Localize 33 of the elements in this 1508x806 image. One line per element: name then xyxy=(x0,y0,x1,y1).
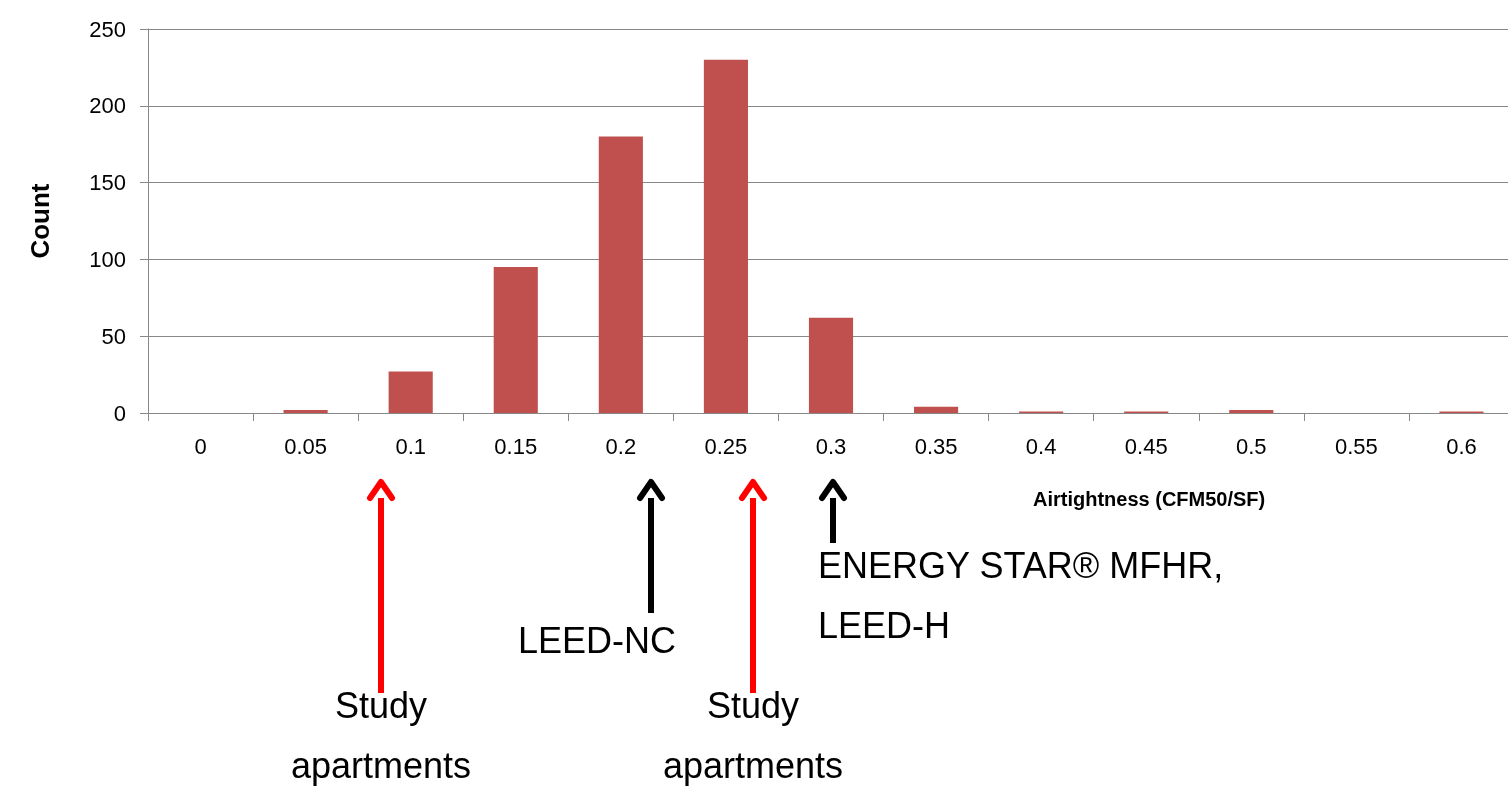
x-tick-label: 0.45 xyxy=(1124,433,1168,459)
bar xyxy=(283,409,328,413)
x-tick-label: 0.05 xyxy=(284,433,328,459)
y-tick-label: 200 xyxy=(89,93,126,119)
x-axis-title: Airtightness (CFM50/SF) xyxy=(1033,488,1266,511)
y-axis-title: Count xyxy=(25,183,55,259)
text: LEED-NC xyxy=(517,620,676,661)
y-tick-label: 150 xyxy=(89,170,126,196)
y-tick-label: 100 xyxy=(89,246,126,272)
bar xyxy=(493,267,538,413)
bar xyxy=(1229,409,1274,413)
x-tick-label: 0.15 xyxy=(494,433,538,459)
y-tick-label: 250 xyxy=(89,16,126,42)
x-tick-label: 0.4 xyxy=(1025,433,1057,459)
x-tick-label: 0.6 xyxy=(1446,433,1477,459)
x-tick-label: 0.35 xyxy=(914,433,958,459)
bar xyxy=(914,406,959,413)
y-tick-label: 0 xyxy=(113,400,126,426)
text: ENERGY STAR® MFHR, LEED-H xyxy=(818,545,1224,646)
x-tick-label: 0.3 xyxy=(815,433,847,459)
bar xyxy=(598,136,643,413)
x-tick-label: 0.1 xyxy=(395,433,426,459)
bar xyxy=(703,59,748,413)
bar xyxy=(808,317,854,413)
text: Study apartments xyxy=(662,685,844,786)
x-tick-label: 0.55 xyxy=(1334,433,1378,459)
x-tick-label: 0.5 xyxy=(1236,433,1267,459)
x-tick-label: 0.2 xyxy=(605,433,637,459)
y-tick-label: 50 xyxy=(101,323,126,349)
text: Study apartments xyxy=(290,685,472,786)
bar xyxy=(388,371,433,413)
x-tick-label: 0.25 xyxy=(704,433,748,459)
x-tick-label: 0 xyxy=(194,433,207,459)
